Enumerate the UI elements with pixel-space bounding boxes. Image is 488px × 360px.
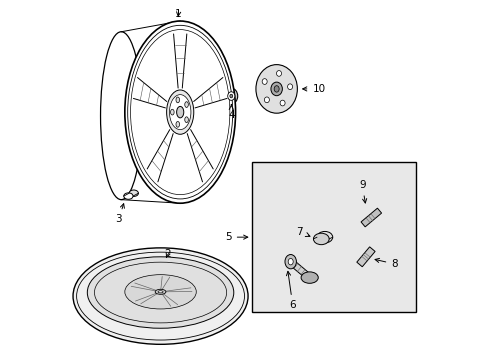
Ellipse shape	[184, 117, 188, 122]
Text: 9: 9	[358, 180, 366, 203]
Text: 6: 6	[286, 271, 295, 310]
Ellipse shape	[301, 272, 318, 283]
Ellipse shape	[264, 97, 269, 103]
Ellipse shape	[176, 107, 183, 118]
Ellipse shape	[166, 90, 193, 134]
Ellipse shape	[316, 231, 332, 243]
Polygon shape	[286, 258, 311, 280]
Ellipse shape	[87, 257, 233, 328]
Polygon shape	[360, 208, 381, 227]
Text: 7: 7	[296, 227, 309, 237]
Ellipse shape	[158, 291, 163, 293]
Ellipse shape	[124, 275, 196, 309]
Ellipse shape	[129, 190, 138, 197]
Ellipse shape	[262, 79, 266, 84]
Text: 2: 2	[164, 249, 171, 259]
Ellipse shape	[224, 88, 237, 104]
Text: 10: 10	[302, 84, 325, 94]
Ellipse shape	[276, 71, 281, 76]
Ellipse shape	[73, 248, 247, 344]
Ellipse shape	[176, 97, 179, 103]
Text: 8: 8	[374, 258, 397, 269]
Ellipse shape	[270, 82, 282, 96]
Ellipse shape	[280, 100, 285, 106]
Ellipse shape	[227, 92, 234, 100]
Ellipse shape	[229, 94, 232, 98]
Ellipse shape	[124, 21, 235, 203]
Polygon shape	[356, 247, 374, 267]
Ellipse shape	[274, 86, 279, 92]
Ellipse shape	[313, 233, 328, 245]
Bar	[251, 162, 415, 312]
Ellipse shape	[287, 84, 292, 90]
Ellipse shape	[155, 289, 165, 294]
Ellipse shape	[285, 255, 296, 269]
Ellipse shape	[170, 109, 174, 115]
Ellipse shape	[123, 193, 133, 199]
Ellipse shape	[101, 32, 142, 200]
Ellipse shape	[169, 95, 190, 130]
Text: 1: 1	[175, 9, 182, 19]
Ellipse shape	[176, 122, 179, 127]
Ellipse shape	[184, 102, 188, 107]
Ellipse shape	[287, 258, 293, 265]
Ellipse shape	[255, 64, 297, 113]
Text: 4: 4	[227, 104, 234, 120]
Text: 5: 5	[224, 232, 247, 242]
Text: 3: 3	[115, 204, 124, 224]
